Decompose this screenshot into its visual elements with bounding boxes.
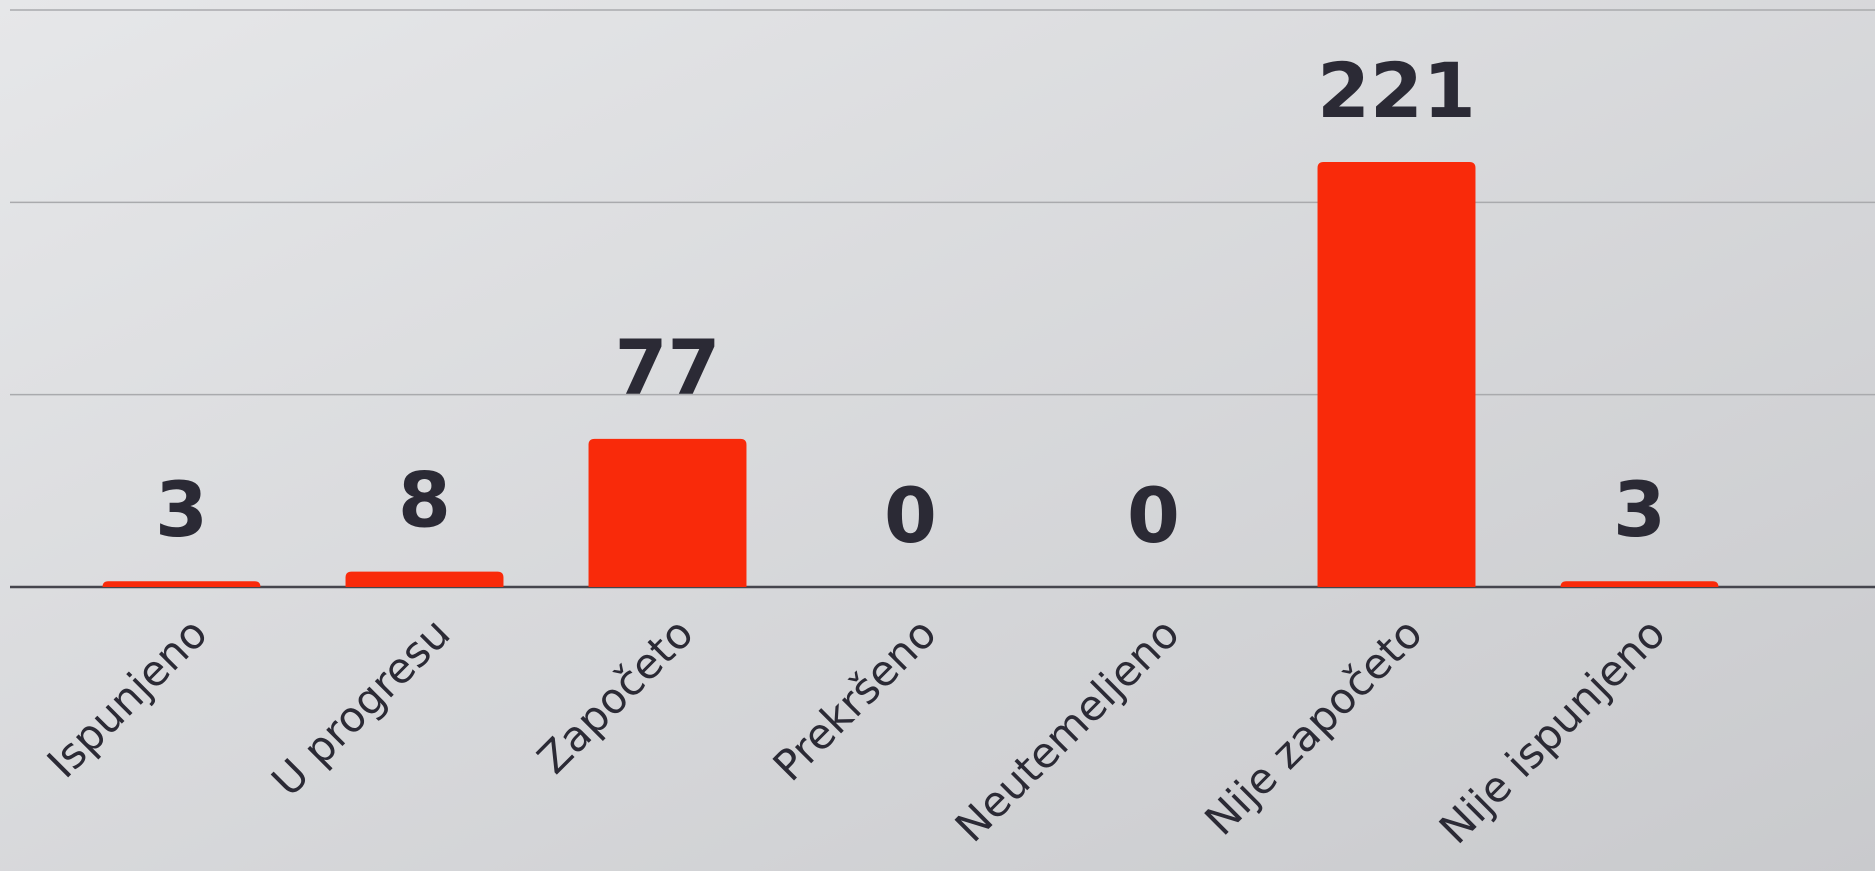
bar xyxy=(345,571,504,587)
bar xyxy=(102,581,261,587)
value-label: 3 xyxy=(155,465,208,554)
value-label: 8 xyxy=(398,456,451,545)
value-label: 0 xyxy=(1127,471,1180,560)
value-label: 3 xyxy=(1613,465,1666,554)
value-label: 77 xyxy=(615,323,721,412)
value-label: 0 xyxy=(884,471,937,560)
bar xyxy=(588,438,747,587)
bar xyxy=(1317,161,1476,587)
bar xyxy=(1560,581,1719,587)
value-label: 221 xyxy=(1317,46,1476,135)
